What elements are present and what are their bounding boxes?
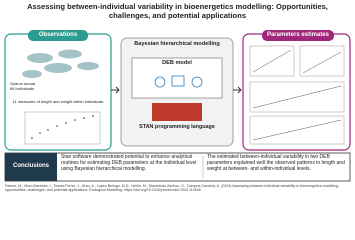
deb-label: DEB model: [162, 60, 192, 66]
species: Sparus aurata: [10, 81, 36, 86]
page: Assessing between-individual variability…: [4, 2, 351, 193]
conclusions-label: Conclusions: [12, 163, 49, 169]
background-graphics: [4, 30, 351, 182]
count: 66 individuals: [10, 86, 35, 91]
measures: 11 measures of length and weight within …: [12, 99, 104, 104]
panel-header: Observations: [38, 31, 78, 38]
stan-label: STAN programming language: [139, 124, 215, 130]
panel-header: Parameters estimates: [266, 31, 330, 38]
conclusion-text: Stan software demonstrated potential to …: [61, 154, 197, 172]
model-title: Bayesian hierarchical modelling: [134, 41, 220, 47]
title: Assessing between-individual variability…: [27, 2, 328, 20]
citation: Palmer, M., Moro-Martínez, I., Tomás-Fer…: [5, 184, 339, 193]
conclusion-text: The estimated between-individual variabi…: [207, 154, 345, 172]
